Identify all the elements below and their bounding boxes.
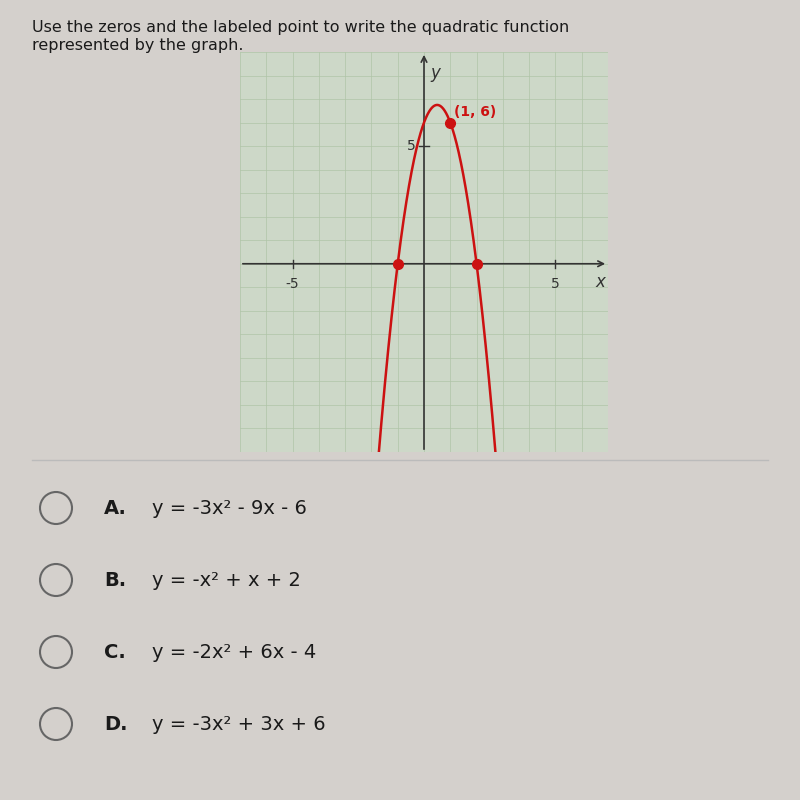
Text: Use the zeros and the labeled point to write the quadratic function: Use the zeros and the labeled point to w… <box>32 20 570 35</box>
Text: B.: B. <box>104 570 126 590</box>
Text: y = -3x² - 9x - 6: y = -3x² - 9x - 6 <box>152 498 307 518</box>
Text: (1, 6): (1, 6) <box>454 105 497 119</box>
Text: 5: 5 <box>407 139 416 153</box>
Text: y = -2x² + 6x - 4: y = -2x² + 6x - 4 <box>152 642 316 662</box>
Text: y = -x² + x + 2: y = -x² + x + 2 <box>152 570 301 590</box>
Text: A.: A. <box>104 498 127 518</box>
Text: -5: -5 <box>286 277 299 290</box>
Text: C.: C. <box>104 642 126 662</box>
Text: y = -3x² + 3x + 6: y = -3x² + 3x + 6 <box>152 714 326 734</box>
Text: x: x <box>595 273 606 291</box>
Text: 5: 5 <box>551 277 560 290</box>
Text: D.: D. <box>104 714 127 734</box>
Text: y: y <box>430 64 441 82</box>
Text: represented by the graph.: represented by the graph. <box>32 38 243 53</box>
